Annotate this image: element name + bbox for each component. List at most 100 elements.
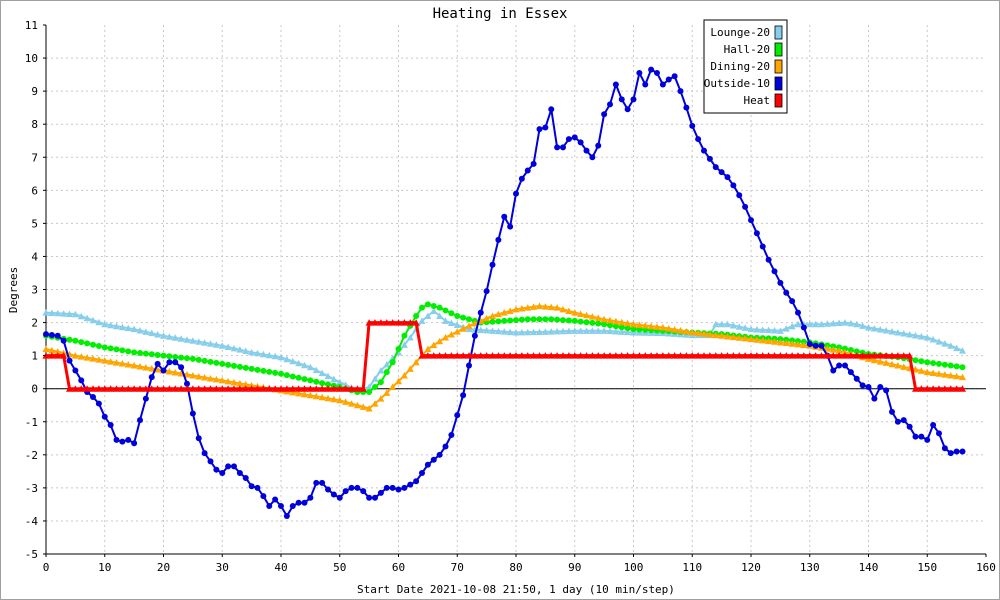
data-point [236, 346, 244, 353]
data-point [630, 352, 637, 359]
x-tick-label: 20 [157, 561, 170, 574]
data-point [959, 373, 966, 381]
data-point [536, 328, 543, 335]
data-point [48, 346, 56, 354]
data-point [712, 331, 720, 339]
legend-box [703, 19, 788, 114]
data-point [571, 134, 578, 141]
data-point [953, 372, 961, 380]
data-point [741, 334, 749, 342]
data-point [776, 327, 784, 334]
data-point [171, 368, 179, 376]
data-point [165, 367, 173, 375]
data-point [71, 385, 79, 392]
data-point [530, 328, 538, 336]
data-point [888, 360, 896, 368]
data-point [906, 330, 914, 338]
data-point [107, 422, 114, 429]
data-point [54, 332, 61, 339]
data-point [142, 350, 149, 357]
data-point [536, 126, 543, 133]
data-point [60, 310, 68, 317]
data-point [471, 319, 479, 327]
data-point [536, 302, 543, 310]
data-point [260, 367, 267, 374]
data-point [430, 352, 438, 359]
data-point [735, 352, 743, 359]
y-tick-label: 2 [31, 317, 38, 330]
data-point [947, 385, 955, 392]
data-point [853, 375, 860, 382]
data-point [325, 381, 331, 388]
data-point [630, 96, 637, 103]
data-point [500, 352, 508, 359]
legend-item-outside-10: Outside-10 [704, 76, 783, 91]
data-point [189, 337, 197, 344]
legend-label: Heat [744, 94, 771, 107]
data-point [442, 352, 449, 359]
data-point [818, 352, 825, 359]
data-point [465, 322, 473, 329]
data-point [700, 330, 708, 337]
data-point [641, 322, 649, 329]
data-point [489, 327, 496, 334]
legend-item-lounge-20: Lounge-20 [710, 25, 783, 40]
data-point [131, 440, 138, 447]
data-point [107, 358, 115, 365]
data-point [812, 352, 820, 359]
data-point [541, 352, 549, 359]
data-point [547, 352, 555, 359]
data-point [353, 385, 361, 392]
data-point [395, 346, 402, 353]
data-point [606, 316, 614, 324]
data-point [500, 309, 508, 316]
data-point [554, 144, 561, 151]
data-point [929, 336, 937, 343]
data-point [624, 325, 631, 332]
data-point [659, 352, 667, 359]
data-point [689, 122, 696, 129]
data-point [830, 367, 837, 374]
data-point [401, 484, 408, 491]
data-point [771, 352, 778, 359]
data-point [947, 371, 955, 379]
legend-item-dining-20: Dining-20 [710, 59, 783, 74]
data-point [706, 330, 714, 338]
data-point [859, 352, 867, 359]
data-point [42, 309, 50, 316]
data-point [589, 154, 596, 161]
data-point [776, 352, 784, 359]
data-point [166, 359, 173, 366]
data-point [959, 385, 966, 392]
data-point [195, 385, 203, 392]
data-point [789, 298, 796, 305]
data-point [659, 324, 667, 331]
data-point [865, 355, 872, 362]
data-point [829, 319, 837, 327]
data-point [918, 358, 925, 365]
data-point [195, 356, 202, 363]
data-point [630, 326, 637, 333]
data-point [448, 431, 455, 438]
data-point [154, 385, 162, 392]
data-point [265, 385, 273, 392]
data-point [918, 433, 925, 440]
data-point [600, 315, 608, 323]
data-point [682, 352, 690, 359]
data-point [319, 479, 326, 486]
data-point [348, 400, 355, 407]
y-tick-label: -3 [25, 482, 38, 495]
data-point [183, 385, 191, 392]
data-point [113, 385, 120, 392]
data-point [747, 352, 755, 359]
data-point [295, 385, 303, 392]
data-point [865, 384, 872, 391]
legend-swatch [774, 59, 783, 74]
data-point [483, 352, 491, 359]
data-point [601, 321, 608, 328]
data-point [495, 236, 502, 243]
data-point [917, 332, 925, 340]
data-point [929, 369, 937, 376]
data-point [489, 312, 496, 319]
